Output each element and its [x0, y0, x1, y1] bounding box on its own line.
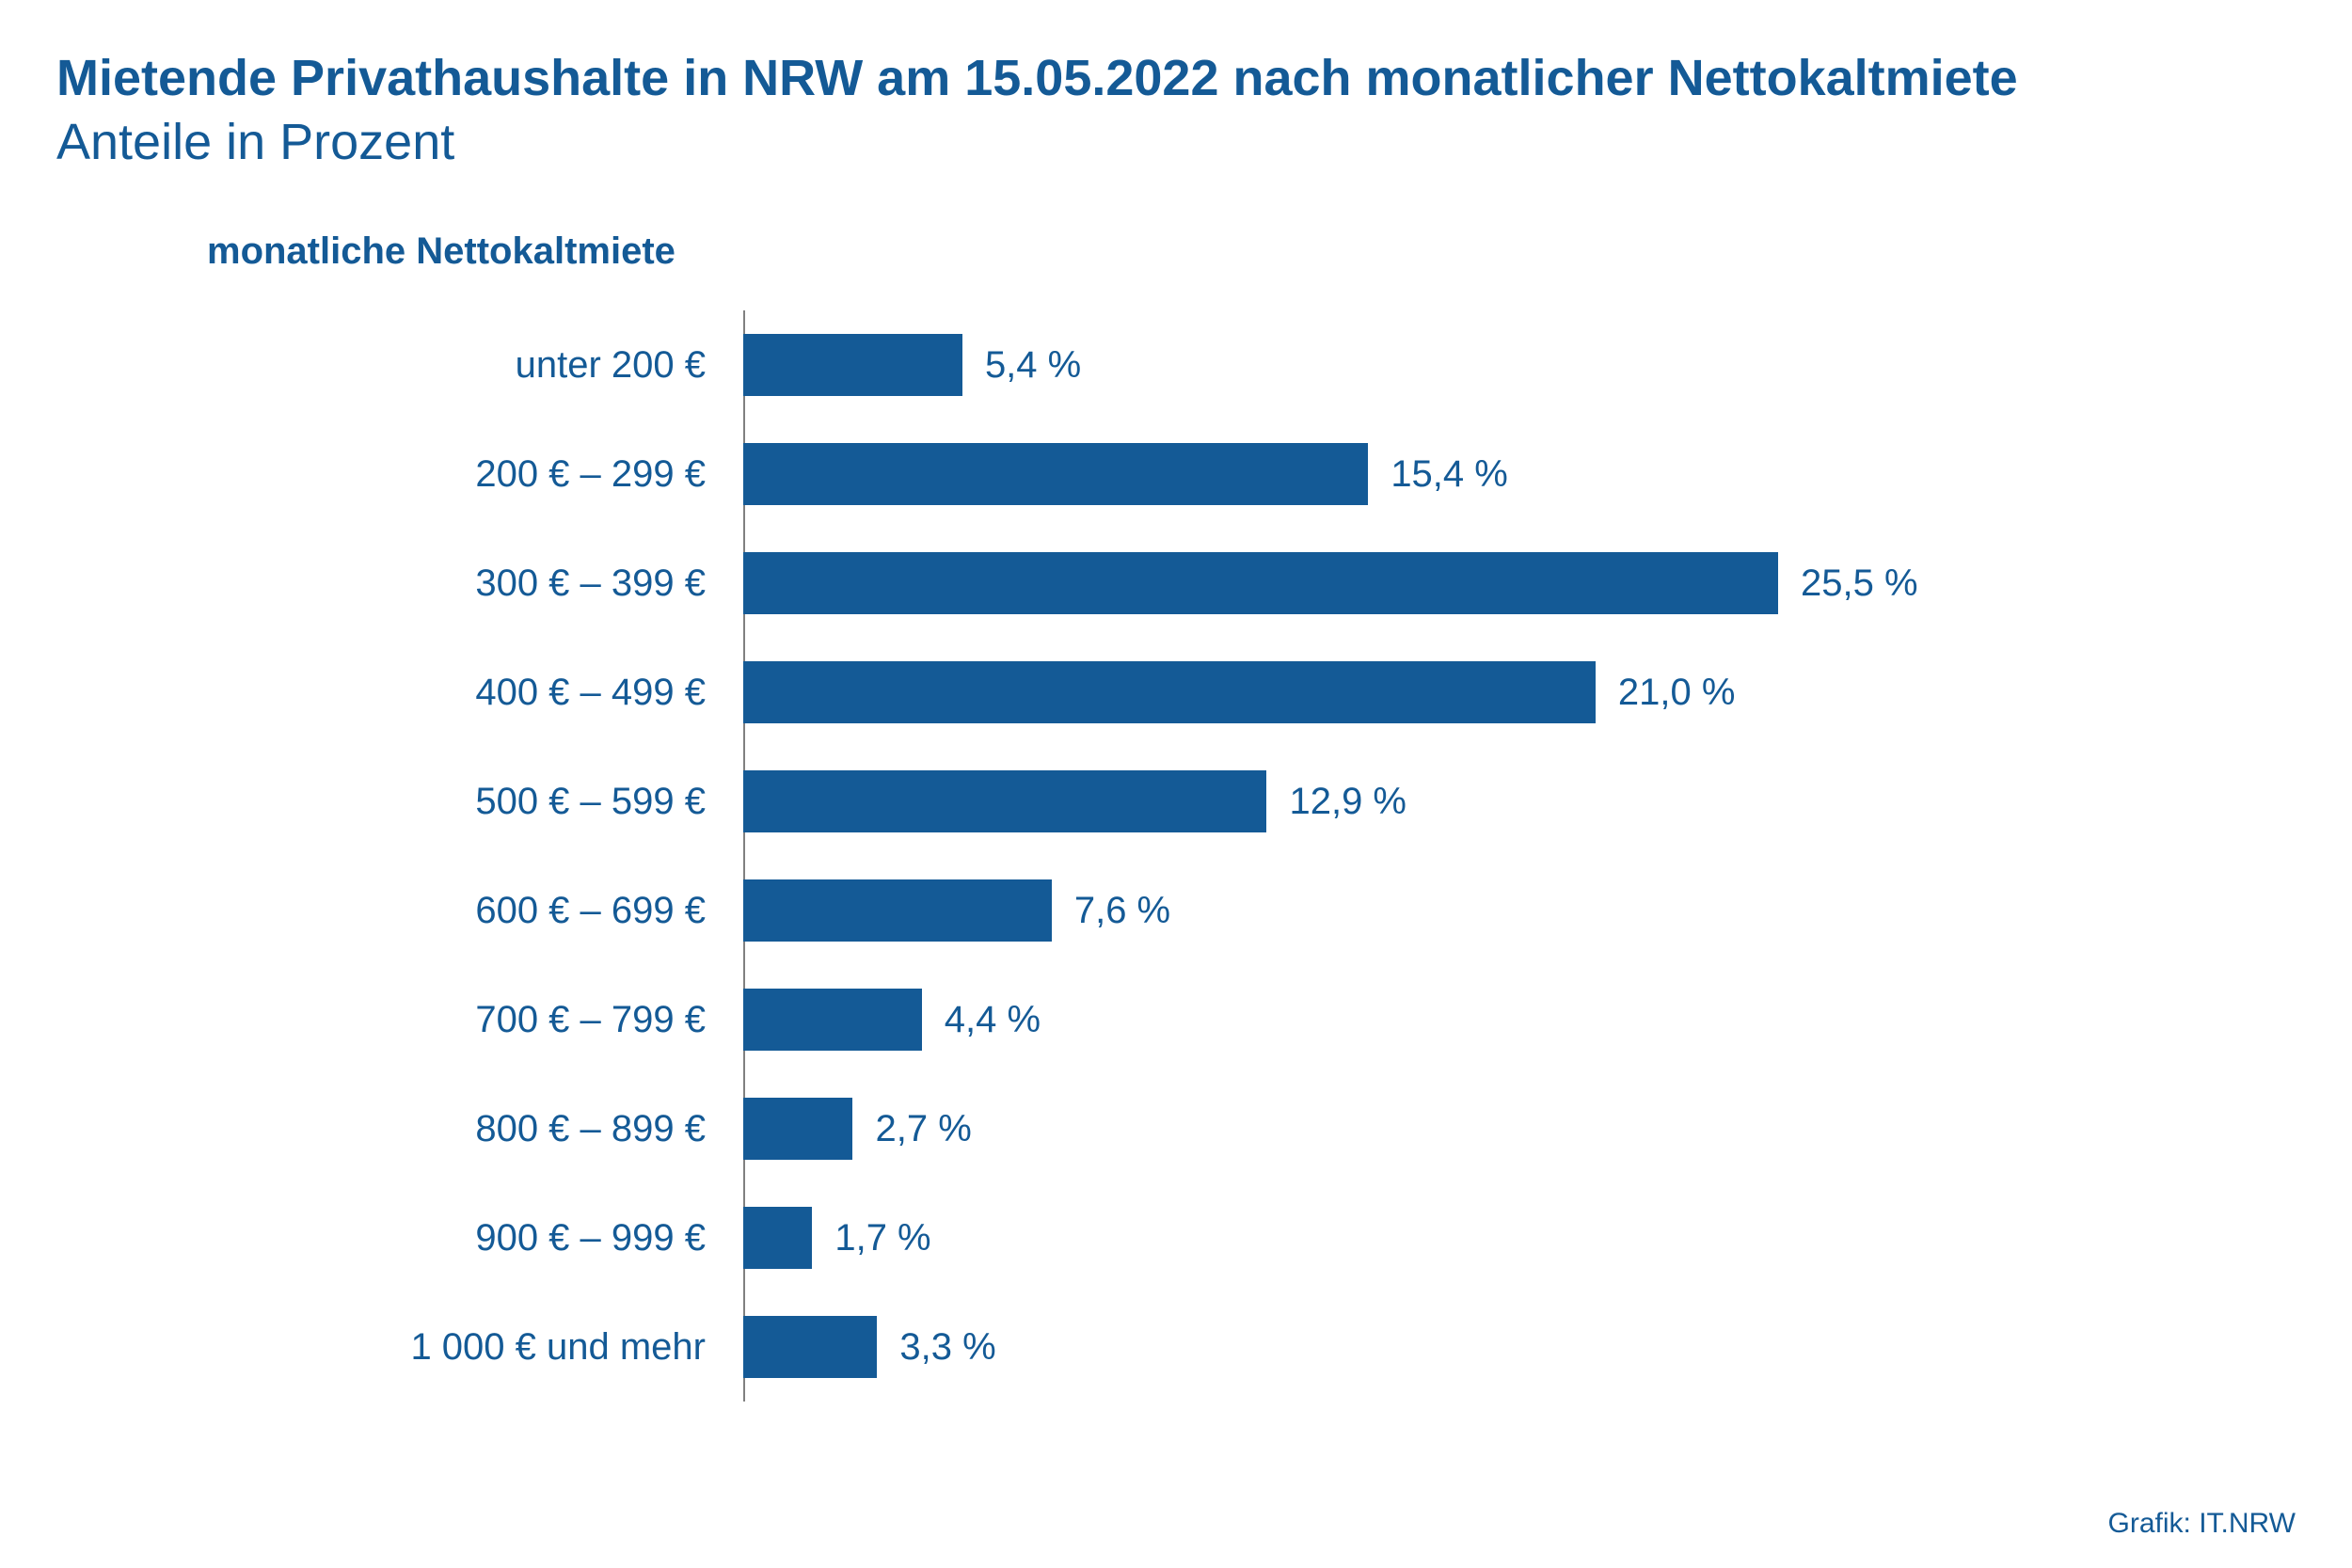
chart-title: Mietende Privathaushalte in NRW am 15.05… — [56, 47, 2296, 111]
value-label: 3,3 % — [899, 1326, 995, 1369]
bar-row: 500 € – 599 € 12,9 % — [56, 747, 2296, 856]
category-label: 900 € – 999 € — [56, 1217, 743, 1259]
value-label: 21,0 % — [1618, 672, 1736, 714]
bar-row: 1 000 € und mehr 3,3 % — [56, 1292, 2296, 1402]
category-label: 1 000 € und mehr — [56, 1326, 743, 1369]
value-label: 15,4 % — [1391, 453, 1508, 496]
bar-area: 5,4 % — [743, 310, 2296, 420]
value-label: 5,4 % — [985, 344, 1081, 387]
bar — [743, 879, 1052, 942]
bar-row: unter 200 € 5,4 % — [56, 310, 2296, 420]
chart-subtitle: Anteile in Prozent — [56, 111, 2296, 175]
bar-row: 600 € – 699 € 7,6 % — [56, 856, 2296, 965]
bar-row: 300 € – 399 € 25,5 % — [56, 529, 2296, 638]
y-axis-title: monatliche Nettokaltmiete — [207, 230, 2296, 273]
bar-area: 12,9 % — [743, 747, 2296, 856]
bar-area: 25,5 % — [743, 529, 2296, 638]
category-label: 800 € – 899 € — [56, 1108, 743, 1150]
value-label: 4,4 % — [945, 999, 1041, 1041]
category-label: 400 € – 499 € — [56, 672, 743, 714]
bar-area: 1,7 % — [743, 1183, 2296, 1292]
bar-row: 700 € – 799 € 4,4 % — [56, 965, 2296, 1074]
value-label: 2,7 % — [875, 1108, 971, 1150]
value-label: 7,6 % — [1074, 890, 1170, 932]
bar-area: 4,4 % — [743, 965, 2296, 1074]
bar — [743, 1207, 812, 1269]
category-label: 700 € – 799 € — [56, 999, 743, 1041]
category-label: 200 € – 299 € — [56, 453, 743, 496]
category-label: unter 200 € — [56, 344, 743, 387]
bar — [743, 661, 1596, 723]
bar-row: 200 € – 299 € 15,4 % — [56, 420, 2296, 529]
bar-row: 900 € – 999 € 1,7 % — [56, 1183, 2296, 1292]
bar — [743, 552, 1778, 614]
bar-area: 2,7 % — [743, 1074, 2296, 1183]
category-label: 600 € – 699 € — [56, 890, 743, 932]
category-label: 300 € – 399 € — [56, 562, 743, 605]
bar — [743, 1316, 877, 1378]
bar-area: 7,6 % — [743, 856, 2296, 965]
bar-area: 21,0 % — [743, 638, 2296, 747]
bar — [743, 334, 962, 396]
bar — [743, 443, 1368, 505]
bars-area: unter 200 € 5,4 % 200 € – 299 € 15,4 % 300 €… — [56, 310, 2296, 1402]
value-label: 1,7 % — [834, 1217, 930, 1259]
bar-row: 400 € – 499 € 21,0 % — [56, 638, 2296, 747]
bar-area: 15,4 % — [743, 420, 2296, 529]
chart-credit: Grafik: IT.NRW — [2108, 1508, 2296, 1540]
bar — [743, 770, 1266, 832]
value-label: 25,5 % — [1801, 562, 1918, 605]
category-label: 500 € – 599 € — [56, 781, 743, 823]
chart-container: Mietende Privathaushalte in NRW am 15.05… — [0, 0, 2352, 1568]
bar-area: 3,3 % — [743, 1292, 2296, 1402]
bar-row: 800 € – 899 € 2,7 % — [56, 1074, 2296, 1183]
value-label: 12,9 % — [1289, 781, 1406, 823]
bar — [743, 1098, 852, 1160]
bar — [743, 989, 922, 1051]
